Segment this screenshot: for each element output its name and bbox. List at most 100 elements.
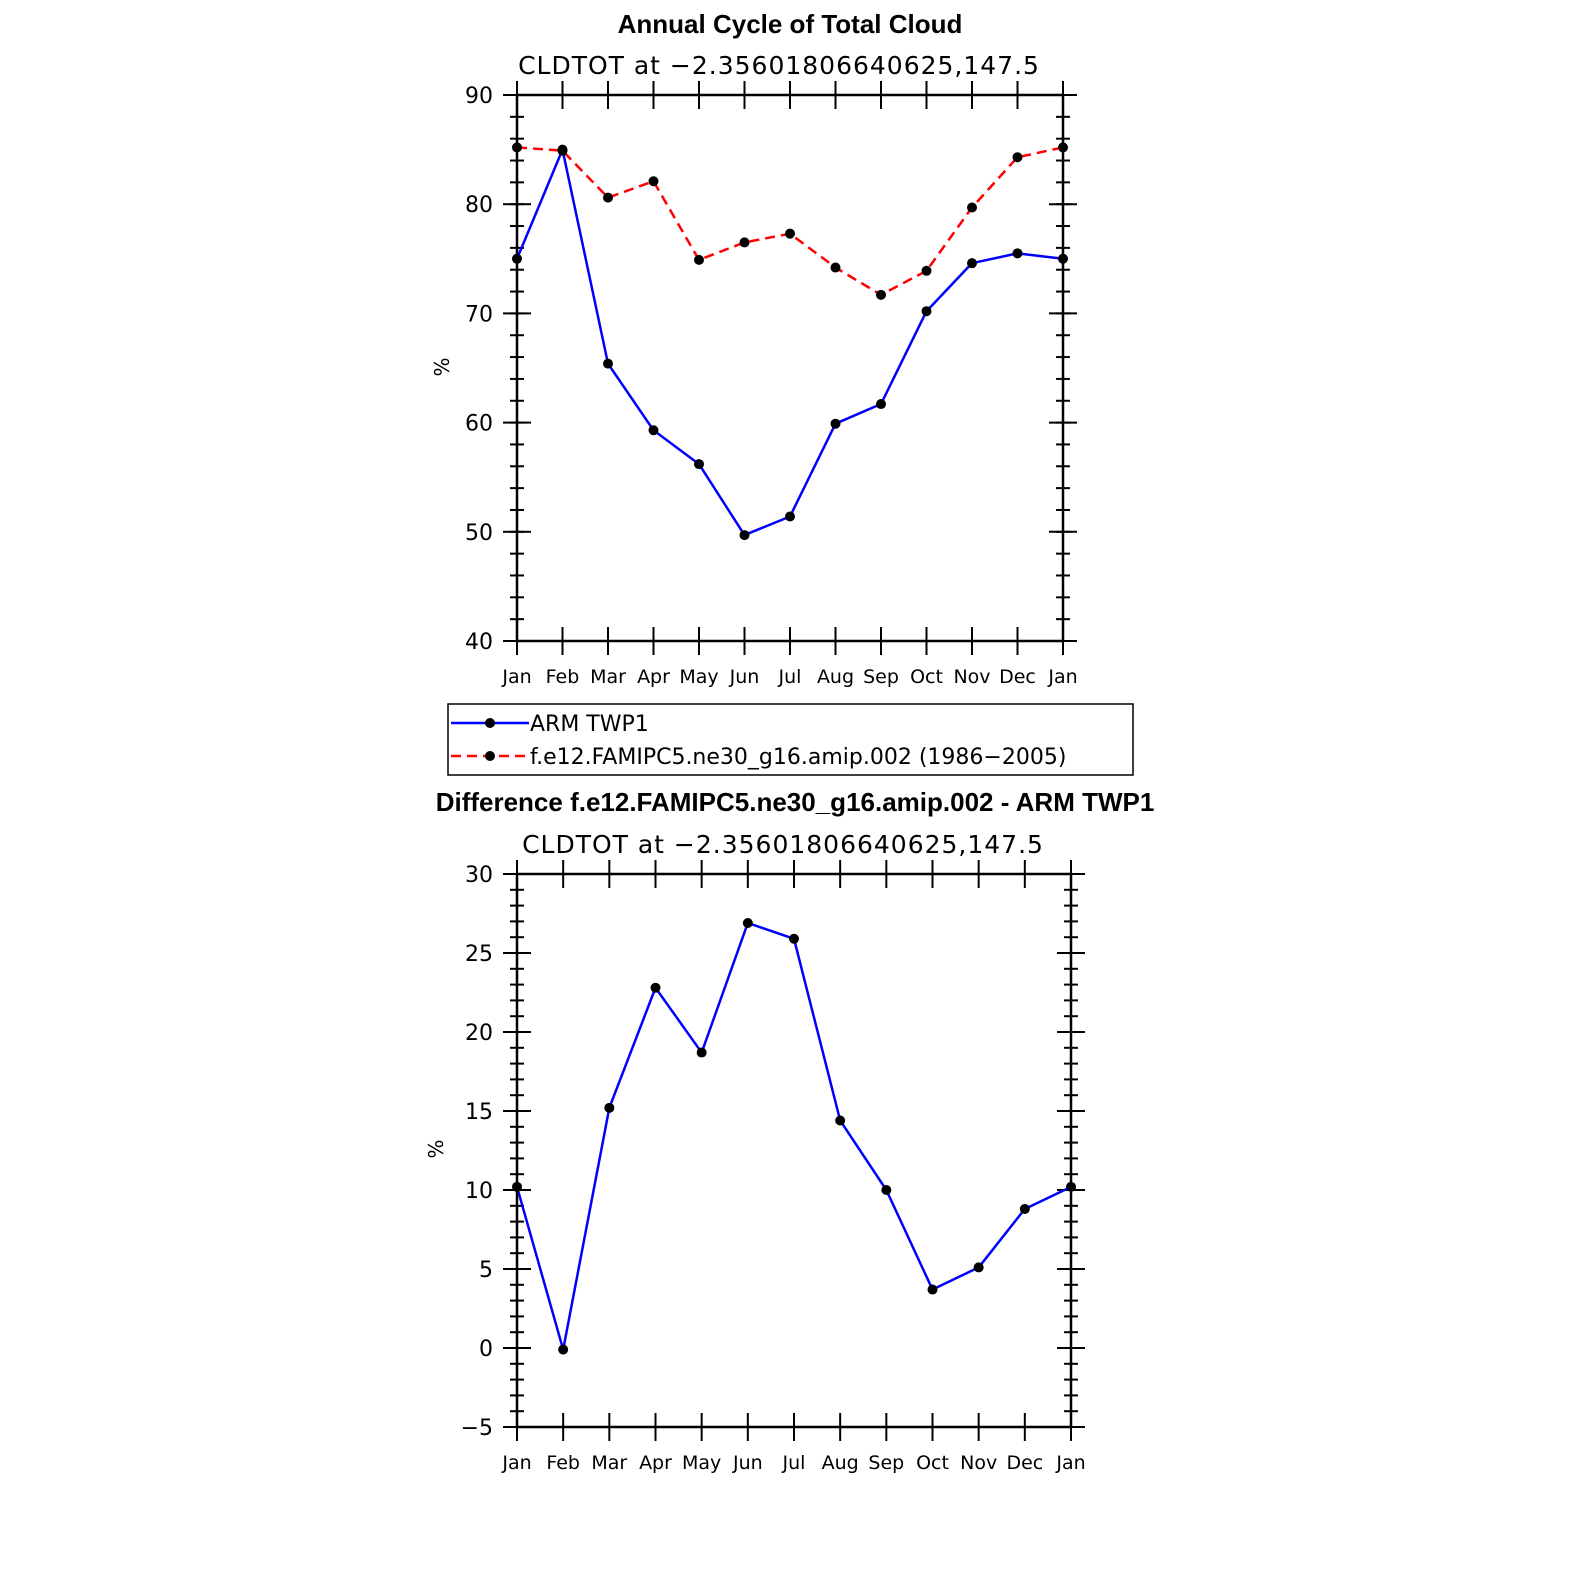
chart2-series-0-point <box>881 1185 892 1195</box>
chart2-xtick-label: Jun <box>732 1452 763 1474</box>
chart1-y-axis-label: % <box>430 357 454 376</box>
chart2-series-0-point <box>835 1115 846 1126</box>
chart1-series-1-point <box>830 262 841 273</box>
chart2-xtick-label: Sep <box>868 1452 904 1474</box>
chart2-series-0-point <box>604 1102 615 1113</box>
chart1-xtick-label: Oct <box>910 666 943 688</box>
chart2-ytick-label: 15 <box>465 1100 493 1125</box>
chart1-xtick-label: Jun <box>729 666 760 688</box>
chart1-xtick-label: Apr <box>637 666 670 688</box>
chart1-series <box>512 142 1068 541</box>
chart1-series-0-point <box>603 358 613 369</box>
chart2-series-0-point <box>1019 1203 1030 1214</box>
chart2-xtick-label: Aug <box>822 1452 859 1474</box>
chart1-xtick-label: Aug <box>817 666 854 688</box>
chart1-series-0-point <box>1012 248 1023 259</box>
chart2-xtick-label: Jul <box>782 1452 806 1474</box>
chart2-series-0-point <box>789 933 799 944</box>
chart1-series-1-point <box>648 176 659 187</box>
chart1-xtick-label: Jul <box>778 666 802 688</box>
legend-entry-model: f.e12.FAMIPC5.ne30_g16.amip.002 (1986−20… <box>451 745 1066 770</box>
chart1-series-0-point <box>876 399 886 410</box>
chart1-xtick-label: Feb <box>546 666 580 688</box>
chart1-series-1-point <box>967 202 977 213</box>
chart2-ytick-label: −5 <box>461 1416 493 1441</box>
chart1-ytick-label: 40 <box>465 630 493 655</box>
chart1-series-0-point <box>694 459 704 470</box>
chart1-xtick-label: Jan <box>501 666 531 688</box>
chart2-series-0-point <box>742 917 753 928</box>
chart1-series-0-point <box>739 530 750 541</box>
chart2-ytick-label: 0 <box>479 1337 493 1362</box>
chart1-series-0-point <box>921 306 932 317</box>
chart1-series-line-0 <box>515 148 1064 537</box>
chart1-y-tick-labels: 40 50 60 70 80 90 <box>465 84 493 655</box>
chart2-xtick-label: Oct <box>916 1452 949 1474</box>
chart2-series-0-point <box>973 1262 984 1273</box>
chart1-series-0-point <box>967 258 977 269</box>
chart1-ticks <box>503 81 1077 655</box>
chart1-xtick-label: Jan <box>1047 666 1077 688</box>
chart2-xtick-label: Dec <box>1006 1452 1043 1474</box>
chart2-subtitle: CLDTOT at −2.35601806640625,147.5 <box>522 830 1044 859</box>
chart1-series-1-point <box>694 254 704 265</box>
chart2-series-0-point <box>650 982 661 993</box>
chart2-ytick-label: 5 <box>479 1258 493 1283</box>
chart2-series-0-point <box>696 1047 707 1058</box>
chart2-series-line-0 <box>515 921 1072 1351</box>
chart1-series-1-point <box>921 265 932 276</box>
chart1-legend: ARM TWP1 f.e12.FAMIPC5.ne30_g16.amip.002… <box>447 703 1134 776</box>
chart1-series-0-point <box>785 511 795 522</box>
chart1-xtick-label: Dec <box>999 666 1036 688</box>
chart1-series-1-point <box>785 228 795 239</box>
chart1-series-1-point <box>1012 152 1023 163</box>
chart1-series-line-1 <box>516 146 1064 297</box>
chart1-series-1-point <box>557 145 568 156</box>
legend-label-arm: ARM TWP1 <box>530 712 649 737</box>
chart1-xtick-label: Nov <box>953 666 990 688</box>
legend-label-model: f.e12.FAMIPC5.ne30_g16.amip.002 (1986−20… <box>530 745 1066 770</box>
chart2-ytick-label: 30 <box>465 863 493 888</box>
chart2-ytick-label: 25 <box>465 942 493 967</box>
chart1-title: Annual Cycle of Total Cloud <box>618 9 963 39</box>
chart1-x-tick-labels: Jan Feb Mar Apr May Jun Jul Aug Sep Oct Nov Dec Jan <box>501 666 1077 688</box>
chart1-ytick-label: 80 <box>465 193 493 218</box>
chart2-xtick-label: Feb <box>546 1452 580 1474</box>
chart1-series-0-point <box>648 425 659 436</box>
difference-chart: Difference f.e12.FAMIPC5.ne30_g16.amip.0… <box>424 787 1154 1474</box>
chart2-series <box>512 917 1076 1355</box>
chart2-y-axis-label: % <box>424 1139 448 1158</box>
chart2-series-0-point <box>558 1344 569 1355</box>
chart2-y-tick-labels: −5 0 5 10 15 20 25 30 <box>461 863 493 1441</box>
legend-swatch-model-marker <box>485 751 495 761</box>
chart1-subtitle: CLDTOT at −2.35601806640625,147.5 <box>518 51 1040 80</box>
chart2-xtick-label: May <box>682 1452 721 1474</box>
chart2-xtick-label: Jan <box>1055 1452 1085 1474</box>
chart2-plot-frame <box>515 872 1073 1429</box>
chart1-ytick-label: 50 <box>465 521 493 546</box>
chart1-xtick-label: Sep <box>863 666 899 688</box>
chart1-series-0-point <box>830 418 841 429</box>
chart1-xtick-label: Mar <box>590 666 626 688</box>
chart1-ytick-label: 70 <box>465 302 493 327</box>
chart1-series-1-point <box>603 192 613 203</box>
chart2-ytick-label: 20 <box>465 1021 493 1046</box>
chart2-ytick-label: 10 <box>465 1179 493 1204</box>
chart1-series-1-point <box>876 289 886 300</box>
legend-entry-arm: ARM TWP1 <box>451 712 649 737</box>
annual-cycle-chart: Annual Cycle of Total Cloud CLDTOT at −2… <box>430 9 1078 688</box>
chart2-series-0-point <box>927 1284 938 1295</box>
chart2-xtick-label: Jan <box>501 1452 531 1474</box>
chart1-ytick-label: 60 <box>465 412 493 437</box>
legend-swatch-arm-marker <box>485 718 495 728</box>
chart2-xtick-label: Mar <box>591 1452 627 1474</box>
chart1-plot-frame <box>515 93 1065 643</box>
chart1-ytick-label: 90 <box>465 84 493 109</box>
chart2-title: Difference f.e12.FAMIPC5.ne30_g16.amip.0… <box>436 787 1155 817</box>
chart2-xtick-label: Nov <box>960 1452 997 1474</box>
chart1-series-1-point <box>739 237 750 248</box>
legend-box <box>447 703 1134 776</box>
chart2-xtick-label: Apr <box>639 1452 672 1474</box>
chart1-xtick-label: May <box>679 666 718 688</box>
